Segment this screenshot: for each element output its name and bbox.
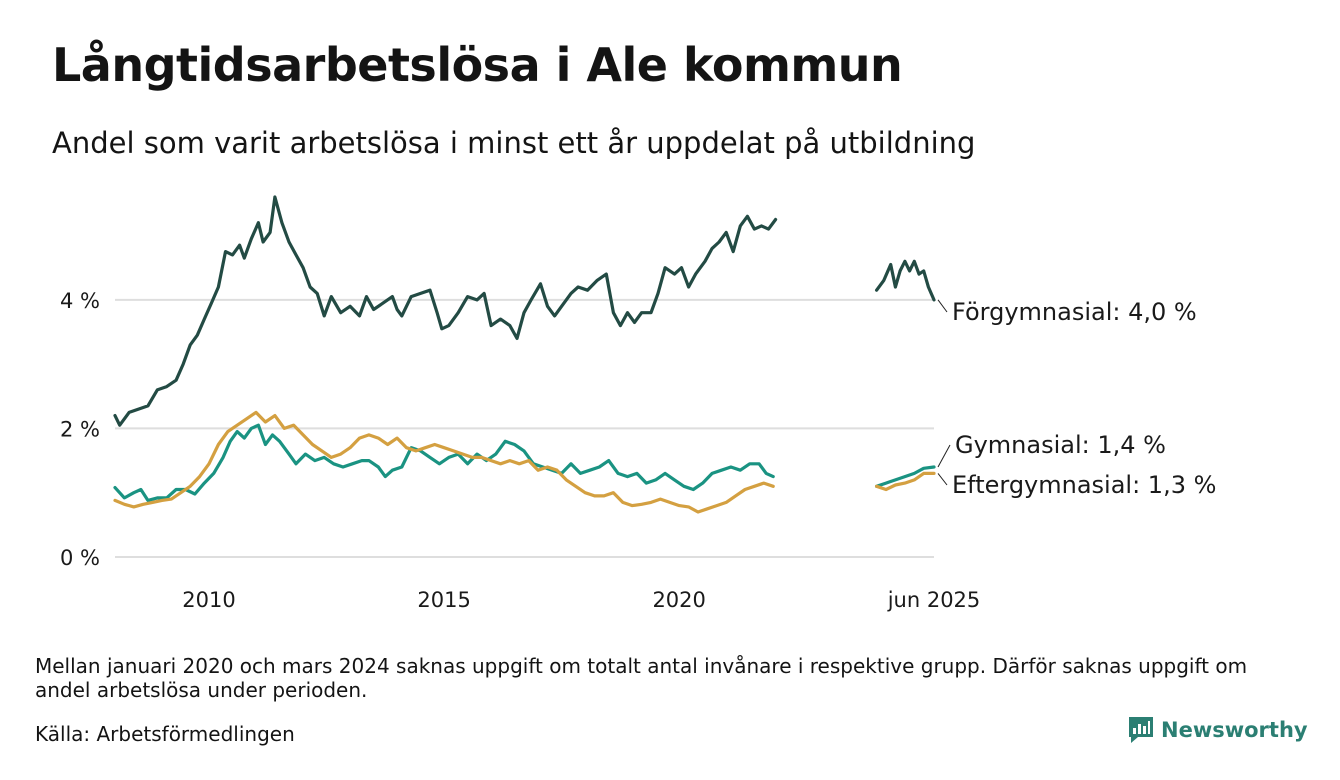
y-tick-label: 4 % <box>60 289 100 313</box>
series-lines <box>113 195 936 514</box>
end-label-forgymnasial: Förgymnasial: 4,0 % <box>952 298 1197 326</box>
series-end-labels: Förgymnasial: 4,0 % Gymnasial: 1,4 % Efter… <box>937 298 1216 499</box>
brand-logo: Newsworthy <box>1128 716 1308 744</box>
newsworthy-logo-icon <box>1129 717 1153 743</box>
series-line-forgymnasial <box>113 195 778 427</box>
y-tick-label: 0 % <box>60 546 100 570</box>
x-tick-label: 2010 <box>182 588 235 612</box>
y-axis-tick-labels: 0 % 2 % 4 % <box>60 289 100 570</box>
x-tick-label: jun 2025 <box>887 588 981 612</box>
series-line-eftergymnasial <box>113 410 775 514</box>
series-line-eftergymnasial <box>874 471 936 492</box>
x-tick-label: 2020 <box>652 588 705 612</box>
series-line-gymnasial <box>113 423 775 502</box>
chart-title: Långtidsarbetslösa i Ale kommun <box>52 38 903 92</box>
leader-line-forgymnasial <box>937 299 948 313</box>
end-label-gymnasial: Gymnasial: 1,4 % <box>955 431 1166 459</box>
line-chart: 0 % 2 % 4 % 2010 2015 2020 jun 2025 Förgymnas… <box>60 195 1216 612</box>
end-label-eftergymnasial: Eftergymnasial: 1,3 % <box>952 471 1216 499</box>
series-line-forgymnasial <box>874 259 936 302</box>
brand-name: Newsworthy <box>1161 718 1308 742</box>
gridlines <box>115 298 934 558</box>
chart-subtitle: Andel som varit arbetslösa i minst ett å… <box>52 126 976 160</box>
x-axis-tick-labels: 2010 2015 2020 jun 2025 <box>182 588 980 612</box>
leader-line-gymnasial <box>937 444 951 468</box>
y-tick-label: 2 % <box>60 417 100 441</box>
footnote: Mellan januari 2020 och mars 2024 saknas… <box>35 654 1248 702</box>
series-line-gymnasial <box>874 465 936 488</box>
leader-line-eftergymnasial <box>937 473 948 486</box>
source-note: Källa: Arbetsförmedlingen <box>35 722 295 746</box>
x-tick-label: 2015 <box>417 588 470 612</box>
